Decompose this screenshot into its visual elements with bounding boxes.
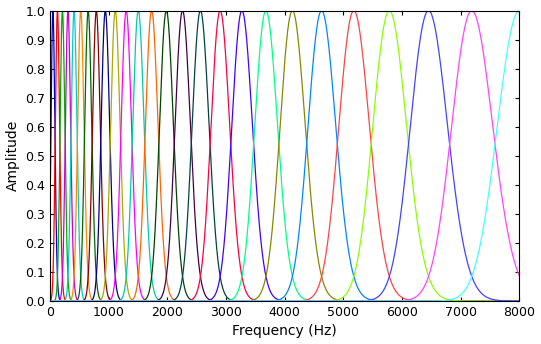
Y-axis label: Amplitude: Amplitude	[5, 120, 19, 191]
X-axis label: Frequency (Hz): Frequency (Hz)	[232, 324, 337, 338]
